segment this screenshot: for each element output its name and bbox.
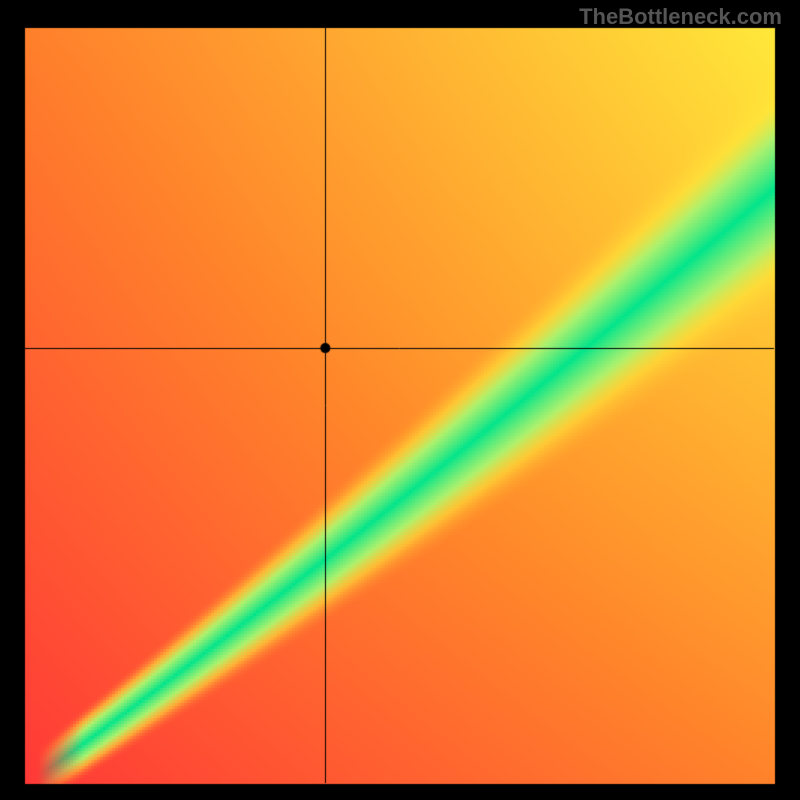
heatmap-canvas (0, 0, 800, 800)
watermark-text: TheBottleneck.com (579, 4, 782, 30)
root: TheBottleneck.com (0, 0, 800, 800)
